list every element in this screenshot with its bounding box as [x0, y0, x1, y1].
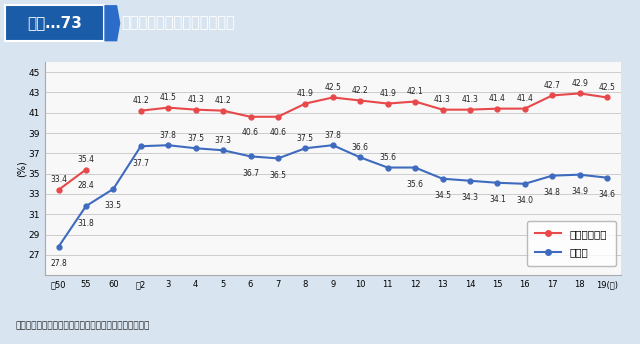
Text: 41.2: 41.2 — [132, 96, 149, 105]
Text: 41.4: 41.4 — [516, 94, 533, 103]
Text: 41.4: 41.4 — [489, 94, 506, 103]
Text: 37.3: 37.3 — [214, 136, 232, 145]
FancyBboxPatch shape — [5, 5, 104, 41]
Text: 36.6: 36.6 — [352, 143, 369, 152]
Text: 41.3: 41.3 — [188, 95, 204, 104]
Text: 34.1: 34.1 — [489, 195, 506, 204]
Text: 28.4: 28.4 — [77, 181, 94, 190]
Text: 図表…73: 図表…73 — [28, 15, 82, 30]
Text: 34.9: 34.9 — [571, 187, 588, 196]
Text: 40.6: 40.6 — [269, 128, 287, 137]
Text: 42.7: 42.7 — [544, 81, 561, 90]
Text: 37.5: 37.5 — [297, 134, 314, 143]
Text: 36.5: 36.5 — [269, 171, 287, 180]
Text: 41.3: 41.3 — [434, 95, 451, 104]
Text: 41.9: 41.9 — [380, 89, 396, 98]
Text: 27.8: 27.8 — [50, 259, 67, 268]
Text: 外食率、食の外部化率の推移: 外食率、食の外部化率の推移 — [122, 15, 236, 30]
Text: 34.0: 34.0 — [516, 196, 533, 205]
Text: 42.5: 42.5 — [598, 83, 616, 92]
Text: 33.4: 33.4 — [50, 175, 67, 184]
Text: 資料：（財）外食産業総合調査研究センターによる推計: 資料：（財）外食産業総合調査研究センターによる推計 — [16, 321, 150, 330]
Text: 33.5: 33.5 — [105, 201, 122, 211]
Text: 42.5: 42.5 — [324, 83, 341, 92]
Text: 37.8: 37.8 — [324, 131, 341, 140]
Text: 34.6: 34.6 — [598, 190, 616, 199]
Text: 37.5: 37.5 — [187, 134, 204, 143]
Y-axis label: (%): (%) — [17, 160, 27, 177]
Polygon shape — [104, 5, 120, 41]
Text: 35.6: 35.6 — [379, 153, 396, 162]
Text: 34.3: 34.3 — [461, 193, 479, 202]
Text: 37.7: 37.7 — [132, 159, 149, 168]
Text: 42.1: 42.1 — [406, 87, 424, 96]
Text: 35.6: 35.6 — [406, 180, 424, 189]
Text: 41.9: 41.9 — [297, 89, 314, 98]
Text: 42.2: 42.2 — [352, 86, 369, 95]
Text: 31.8: 31.8 — [77, 219, 94, 228]
Legend: 食の外部化率, 外食率: 食の外部化率, 外食率 — [527, 221, 616, 266]
Text: 36.7: 36.7 — [242, 169, 259, 178]
Text: 40.6: 40.6 — [242, 128, 259, 137]
Text: 41.2: 41.2 — [214, 96, 232, 105]
Text: 34.5: 34.5 — [434, 191, 451, 200]
Text: 42.9: 42.9 — [572, 79, 588, 88]
Text: 41.5: 41.5 — [160, 93, 177, 102]
Text: 34.8: 34.8 — [544, 188, 561, 197]
Text: 37.8: 37.8 — [160, 131, 177, 140]
Text: 41.3: 41.3 — [461, 95, 478, 104]
Text: 35.4: 35.4 — [77, 155, 95, 164]
